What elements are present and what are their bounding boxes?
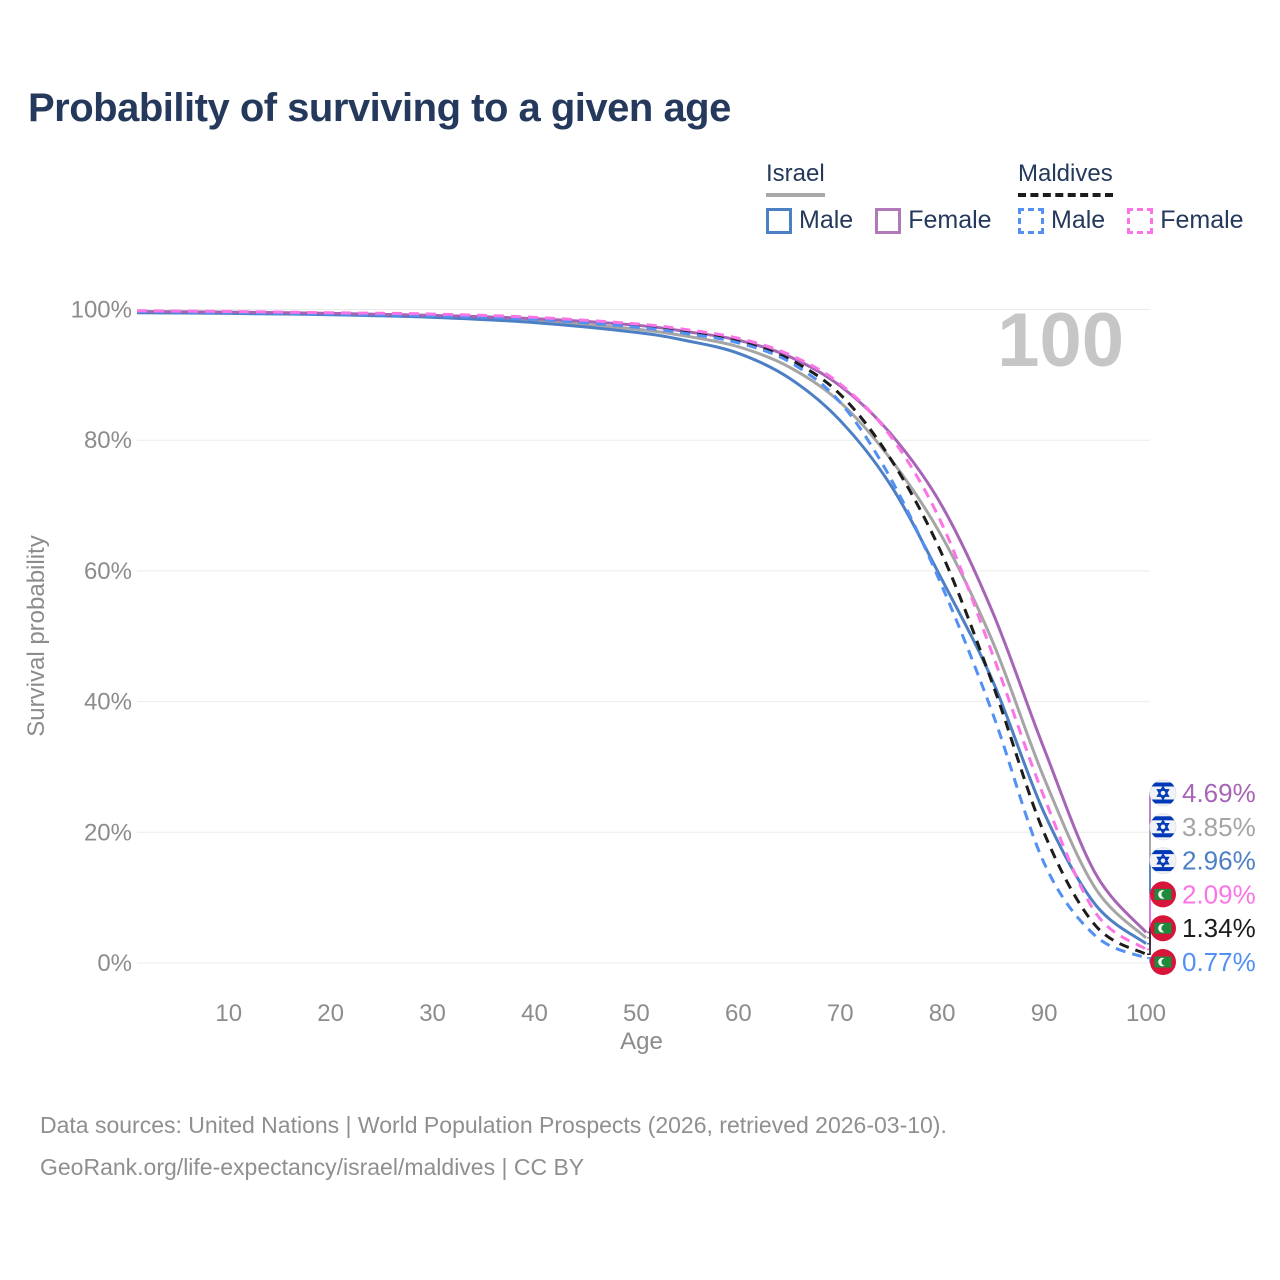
y-axis-tick-label: 60% [84, 558, 132, 585]
legend-item-label: Female [908, 206, 992, 234]
x-axis-tick-label: 70 [827, 1000, 854, 1027]
footer-source-line: Data sources: United Nations | World Pop… [40, 1112, 947, 1138]
page-title: Probability of surviving to a given age [28, 86, 731, 130]
legend-items-maldives: Male Female [1018, 206, 1244, 235]
y-axis-tick-label: 40% [84, 689, 132, 716]
y-axis-tick-label: 100% [71, 297, 132, 324]
legend-item-label: Male [799, 206, 854, 234]
flag-crescent-cutout [1161, 924, 1170, 933]
survival-curve-israel-both-sexes [136, 310, 1148, 939]
y-axis-tick-label: 20% [84, 819, 132, 846]
survival-curve-maldives-female [136, 309, 1147, 951]
x-axis-tick-label: 100 [1126, 1000, 1166, 1027]
legend-item-maldives-female: Female [1127, 206, 1244, 235]
flag-stripe [1150, 816, 1176, 821]
end-value-label-maldives-female: 2.09% [1182, 879, 1256, 909]
legend-swatch-maldives-male-icon [1018, 207, 1044, 234]
legend-item-israel-male: Male [766, 206, 853, 235]
flag-crescent-cutout [1161, 890, 1170, 899]
x-axis-tick-label: 20 [317, 1000, 344, 1027]
y-axis-title: Survival probability [23, 535, 50, 736]
flag-star-triangle-up [1156, 852, 1170, 865]
end-value-label-israel-both-sexes: 3.85% [1182, 812, 1256, 842]
end-value-label-maldives-male: 0.77% [1182, 947, 1256, 977]
legend-group-maldives: Maldives Male Female [1018, 160, 1244, 235]
x-axis-tick-label: 90 [1031, 1000, 1058, 1027]
x-axis-title: Age [620, 1028, 663, 1055]
age-watermark: 100 [997, 298, 1124, 383]
survival-curve-israel-female [136, 309, 1148, 934]
x-axis-tick-label: 40 [521, 1000, 548, 1027]
flag-star-triangle-down [1156, 822, 1170, 835]
flag-star-of-david [1150, 833, 1176, 838]
maldives-flag-icon [1150, 949, 1176, 975]
legend-swatch-israel-male-icon [766, 207, 792, 234]
maldives-flag-icon [1150, 881, 1176, 908]
x-axis-tick-label: 50 [623, 1000, 650, 1027]
x-axis-tick-label: 80 [929, 1000, 956, 1027]
legend-item-israel-female: Female [875, 206, 992, 235]
flag-star-triangle-up [1156, 819, 1170, 831]
x-axis-tick-label: 10 [215, 1000, 242, 1027]
flag-star-triangle-down [1156, 856, 1170, 869]
legend-swatch-maldives-female-icon [1127, 207, 1154, 234]
end-value-label-israel-male: 2.96% [1182, 846, 1256, 876]
maldives-flag-icon [1150, 915, 1176, 942]
flag-crescent-cutout [1161, 958, 1170, 966]
x-axis-tick-label: 60 [725, 1000, 752, 1027]
israel-flag-icon [1149, 813, 1177, 841]
flag-star-of-david [1150, 867, 1176, 872]
israel-flag-icon [1149, 779, 1177, 807]
flag-stripe [1150, 782, 1176, 787]
survival-curve-israel-male [136, 311, 1147, 945]
y-axis-tick-label: 80% [84, 427, 132, 454]
legend-group-title-maldives: Maldives [1018, 160, 1113, 197]
end-value-label-maldives-both-sexes: 1.34% [1182, 913, 1256, 943]
legend-item-label: Male [1051, 206, 1106, 234]
flag-stripe [1150, 850, 1176, 855]
legend-swatch-israel-female-icon [875, 207, 902, 234]
israel-flag-icon [1149, 847, 1177, 875]
legend-group-title-israel: Israel [766, 160, 825, 197]
flag-star-triangle-up [1156, 785, 1170, 797]
legend-item-maldives-male: Male [1018, 206, 1105, 235]
end-value-label-israel-female: 4.69% [1182, 778, 1256, 808]
x-axis-tick-label: 30 [419, 1000, 446, 1027]
survival-curve-maldives-male [136, 309, 1147, 960]
survival-curve-maldives-both-sexes [136, 309, 1147, 956]
footer-attribution-line: GeoRank.org/life-expectancy/israel/maldi… [40, 1154, 585, 1180]
legend-items-israel: Male Female [766, 206, 992, 235]
footer: Data sources: United Nations | World Pop… [40, 1104, 947, 1188]
flag-star-of-david [1150, 799, 1176, 804]
legend-group-israel: Israel Male Female [766, 160, 992, 235]
flag-star-triangle-down [1156, 789, 1170, 801]
y-axis-tick-label: 0% [97, 950, 132, 977]
legend-item-label: Female [1160, 206, 1244, 234]
